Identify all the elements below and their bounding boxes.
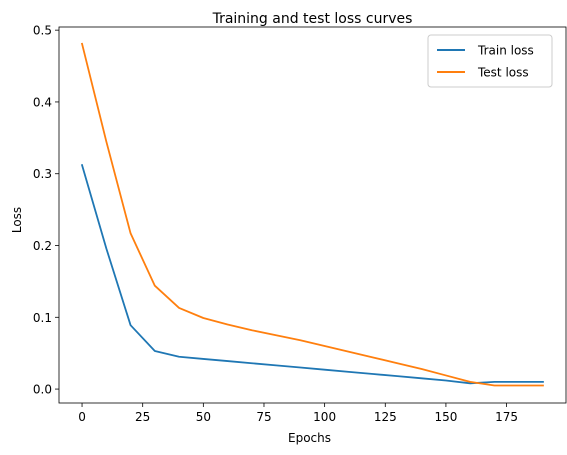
x-tick-label: 150 — [434, 410, 457, 424]
chart-title: Training and test loss curves — [212, 11, 413, 27]
x-tick-label: 100 — [313, 410, 336, 424]
y-tick-label: 0.1 — [33, 311, 52, 325]
y-tick-label: 0.2 — [33, 239, 52, 253]
y-tick-label: 0.4 — [33, 95, 52, 109]
x-axis-ticks: 0 25 50 75 100 125 150 175 — [78, 403, 518, 424]
series-line-train-loss — [80, 163, 544, 385]
series-layer — [80, 42, 544, 387]
x-tick-label: 175 — [495, 410, 518, 424]
legend-frame — [427, 34, 553, 88]
y-axis-ticks: 0.0 0.1 0.2 0.3 0.4 0.5 — [33, 24, 59, 397]
y-tick-label: 0.0 — [33, 383, 52, 397]
x-tick-label: 0 — [78, 410, 86, 424]
x-tick-label: 125 — [374, 410, 397, 424]
x-tick-label: 50 — [196, 410, 211, 424]
x-tick-label: 25 — [135, 410, 150, 424]
y-tick-label: 0.3 — [33, 167, 52, 181]
plot-frame — [58, 26, 567, 404]
legend-label-test-loss: Test loss — [477, 66, 529, 80]
legend: Train loss Test loss — [427, 34, 553, 88]
y-tick-label: 0.5 — [33, 24, 52, 38]
legend-label-train-loss: Train loss — [477, 44, 534, 58]
x-axis-label: Epochs — [288, 431, 331, 445]
series-line-test-loss — [80, 42, 544, 387]
x-tick-label: 75 — [256, 410, 271, 424]
y-axis-label: Loss — [10, 207, 24, 233]
